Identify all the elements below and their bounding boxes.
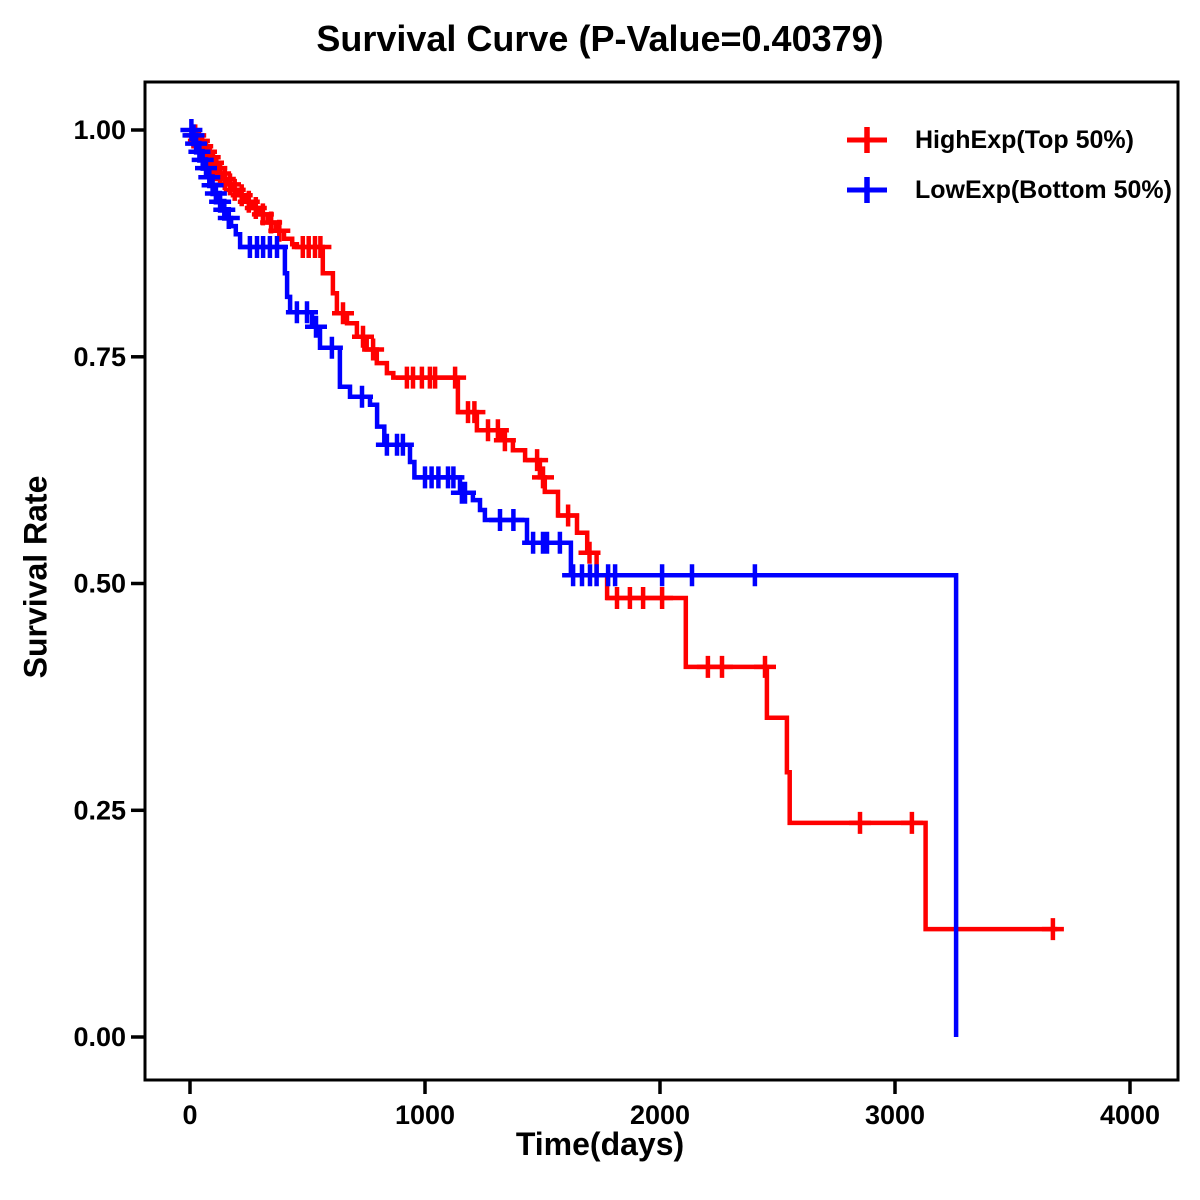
- chart-title: Survival Curve (P-Value=0.40379): [316, 18, 884, 59]
- highexp-censor-marks: [184, 124, 1064, 941]
- y-tick-label: 0.25: [73, 795, 126, 825]
- x-tick-label: 1000: [395, 1100, 455, 1130]
- legend-label-lowexp: LowExp(Bottom 50%): [915, 175, 1172, 204]
- x-axis-title: Time(days): [515, 1126, 685, 1162]
- legend-item-lowexp: LowExp(Bottom 50%): [845, 165, 1172, 215]
- x-tick-label: 3000: [865, 1100, 925, 1130]
- y-tick-label: 1.00: [73, 115, 126, 145]
- lowexp-plus-marker-icon: [847, 177, 887, 203]
- legend-item-highexp: HighExp(Top 50%): [845, 115, 1172, 165]
- y-tick-label: 0.00: [73, 1022, 126, 1052]
- lowexp-censor-marks: [180, 119, 766, 587]
- y-tick-label: 0.50: [73, 569, 126, 599]
- highexp-plus-marker-icon: [847, 127, 887, 153]
- y-tick-label: 0.75: [73, 342, 126, 372]
- x-tick-label: 2000: [630, 1100, 690, 1130]
- x-tick-label: 4000: [1100, 1100, 1160, 1130]
- legend: HighExp(Top 50%) LowExp(Bottom 50%): [845, 115, 1172, 215]
- legend-label-highexp: HighExp(Top 50%): [915, 125, 1134, 154]
- x-tick-label: 0: [182, 1100, 197, 1130]
